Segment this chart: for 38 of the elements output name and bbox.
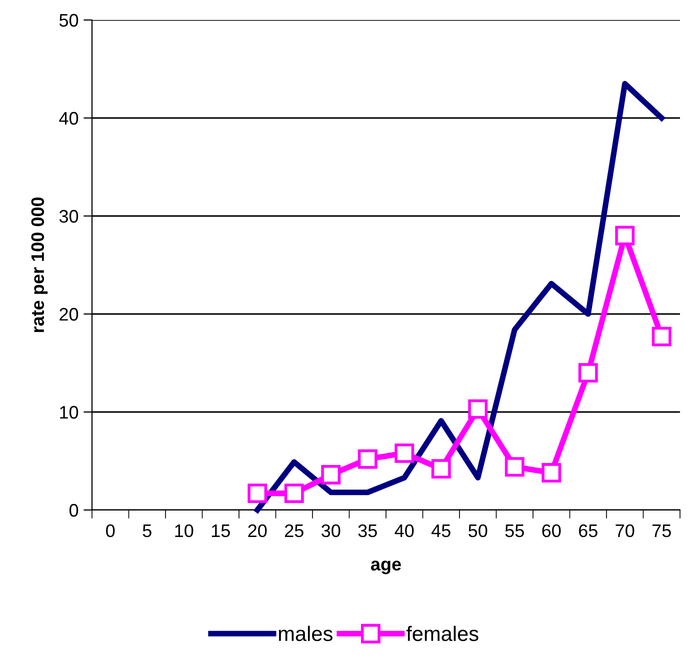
x-tick-label: 50 [468,524,488,538]
y-tick-label: 50 [59,14,78,27]
x-tick-label: 10 [175,524,194,538]
y-tick-label: 30 [59,210,78,223]
y-axis-title: rate per 100 000 [31,197,48,332]
x-tick-label: 65 [579,524,598,538]
point [321,464,341,484]
point [284,484,304,504]
point [542,463,562,482]
y-tick-label: 0 [69,504,78,517]
x-tick-label: 75 [652,524,671,538]
x-tick-label: 20 [248,524,267,538]
x-tick-label: 5 [142,524,152,538]
point [652,326,672,346]
legend-label: males [279,626,332,642]
y-tick-label: 20 [60,308,78,321]
x-tick-label: 40 [394,524,414,538]
x-tick-label: 35 [358,524,377,538]
point [504,457,524,477]
point [615,226,635,246]
x-tick-label: 45 [432,524,450,538]
y-tick-label: 40 [59,112,78,125]
point [394,443,414,463]
x-tick-label: 55 [505,524,524,538]
x-tick-label: 25 [284,524,304,538]
point [468,399,488,419]
point [431,459,451,479]
x-axis-title: age [370,560,401,574]
point [358,449,378,469]
legend-label: females [406,626,478,642]
x-tick-label: 15 [212,524,230,538]
x-tick-label: 70 [616,524,634,538]
x-tick-label: 60 [542,524,561,538]
y-tick-label: 10 [60,406,78,419]
point [248,484,268,504]
x-tick-label: 30 [322,524,340,538]
point [578,363,598,383]
x-tick-label: 0 [106,524,115,538]
